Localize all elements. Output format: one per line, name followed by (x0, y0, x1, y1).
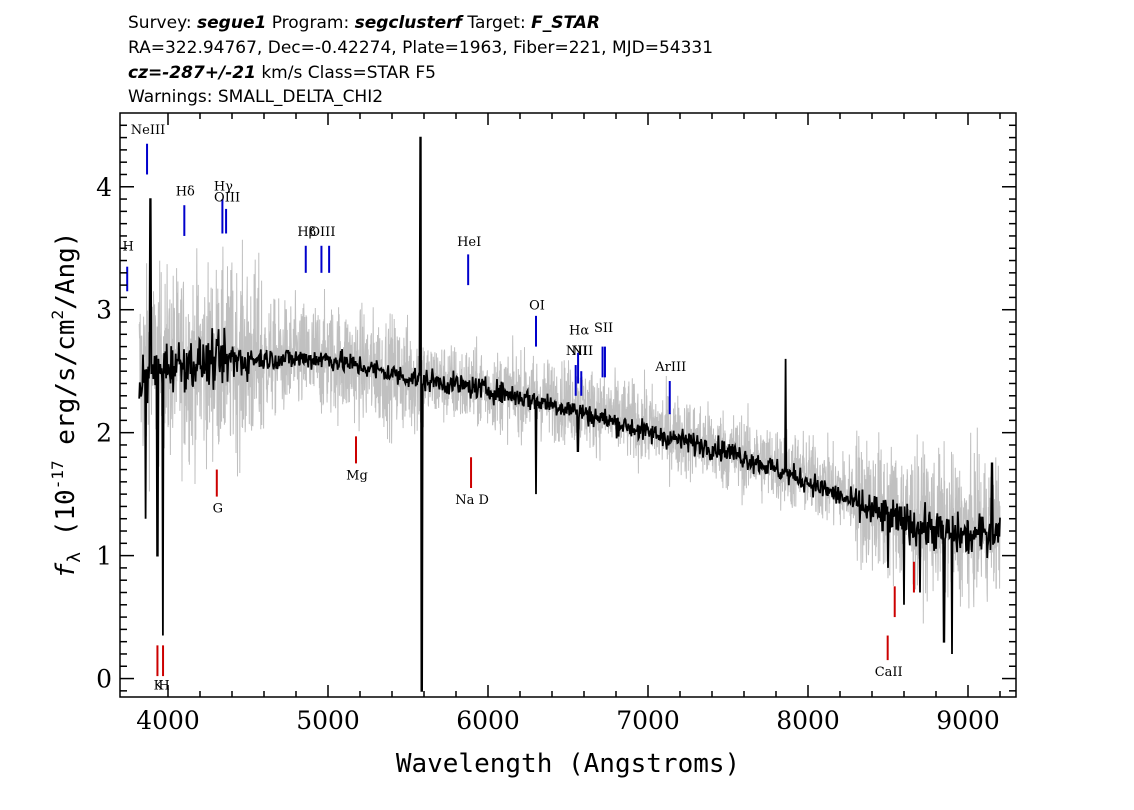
absorption-line-label-0: K (154, 679, 164, 694)
emission-line-label-1: NeIII (131, 123, 165, 138)
x-tick-label-6000: 6000 (456, 706, 520, 735)
flux-series (138, 136, 1001, 692)
y-axis-label: fλ (10-17 erg/s/cm2/Ang) (48, 232, 85, 579)
emission-line-label-10: NII (566, 344, 588, 359)
emission-line-label-2: Hδ (176, 184, 195, 199)
program-name: segclusterf (355, 13, 465, 33)
absorption-line-label-2: G (213, 502, 223, 517)
emission-line-label-8: HeI (457, 235, 481, 250)
y-tick-label-2: 2 (96, 419, 112, 448)
y-tick-label-1: 1 (96, 542, 112, 571)
emission-line-label-5: Hβ (297, 225, 316, 240)
y-tick-label-0: 0 (96, 665, 112, 694)
axes: 4000 5000 6000 7000 8000 9000 0 1 2 3 4 (96, 113, 1016, 735)
emission-line-label-13: SII (594, 321, 613, 336)
header-line-1: Survey: segue1 Program: segclusterf Targ… (128, 13, 600, 33)
header: Survey: segue1 Program: segclusterf Targ… (128, 13, 713, 107)
survey-name: segue1 (197, 13, 266, 33)
absorption-line-label-3: Mg (346, 468, 368, 483)
emission-line-label-4: OIII (214, 191, 240, 206)
emission-line-label-0: H (123, 240, 134, 255)
target-name: F_STAR (531, 13, 600, 33)
header-line-3: cz=-287+/-21 km/s Class=STAR F5 (128, 63, 436, 83)
x-axis-label: Wavelength (Angstroms) (396, 749, 740, 779)
x-tick-label-7000: 7000 (616, 706, 680, 735)
y-tick-label-4: 4 (96, 173, 112, 202)
absorption-line-label-4: Na D (455, 493, 489, 508)
redshift-value: cz=-287+/-21 (128, 63, 256, 83)
absorption-line-label-5: CaII (875, 665, 903, 680)
x-tick-label-5000: 5000 (296, 706, 360, 735)
emission-line-label-15: ArIII (654, 360, 686, 375)
x-tick-label-8000: 8000 (776, 706, 840, 735)
header-line-4: Warnings: SMALL_DELTA_CHI2 (128, 87, 383, 107)
emission-line-label-9: OI (529, 299, 545, 314)
x-tick-label-9000: 9000 (936, 706, 1000, 735)
plot-frame (119, 112, 1017, 698)
emission-line-label-11: Hα (569, 323, 589, 338)
x-tick-label-4000: 4000 (136, 706, 200, 735)
error-envelope-series (138, 239, 1001, 624)
y-tick-label-3: 3 (96, 296, 112, 325)
header-line-2: RA=322.94767, Dec=-0.42274, Plate=1963, … (128, 38, 713, 58)
emission-line-label-3: Hγ (214, 179, 233, 194)
absorption-line-label-1: H (158, 679, 169, 694)
emission-line-label-12: NII (571, 344, 593, 359)
emission-line-label-6: OIII (309, 225, 335, 240)
